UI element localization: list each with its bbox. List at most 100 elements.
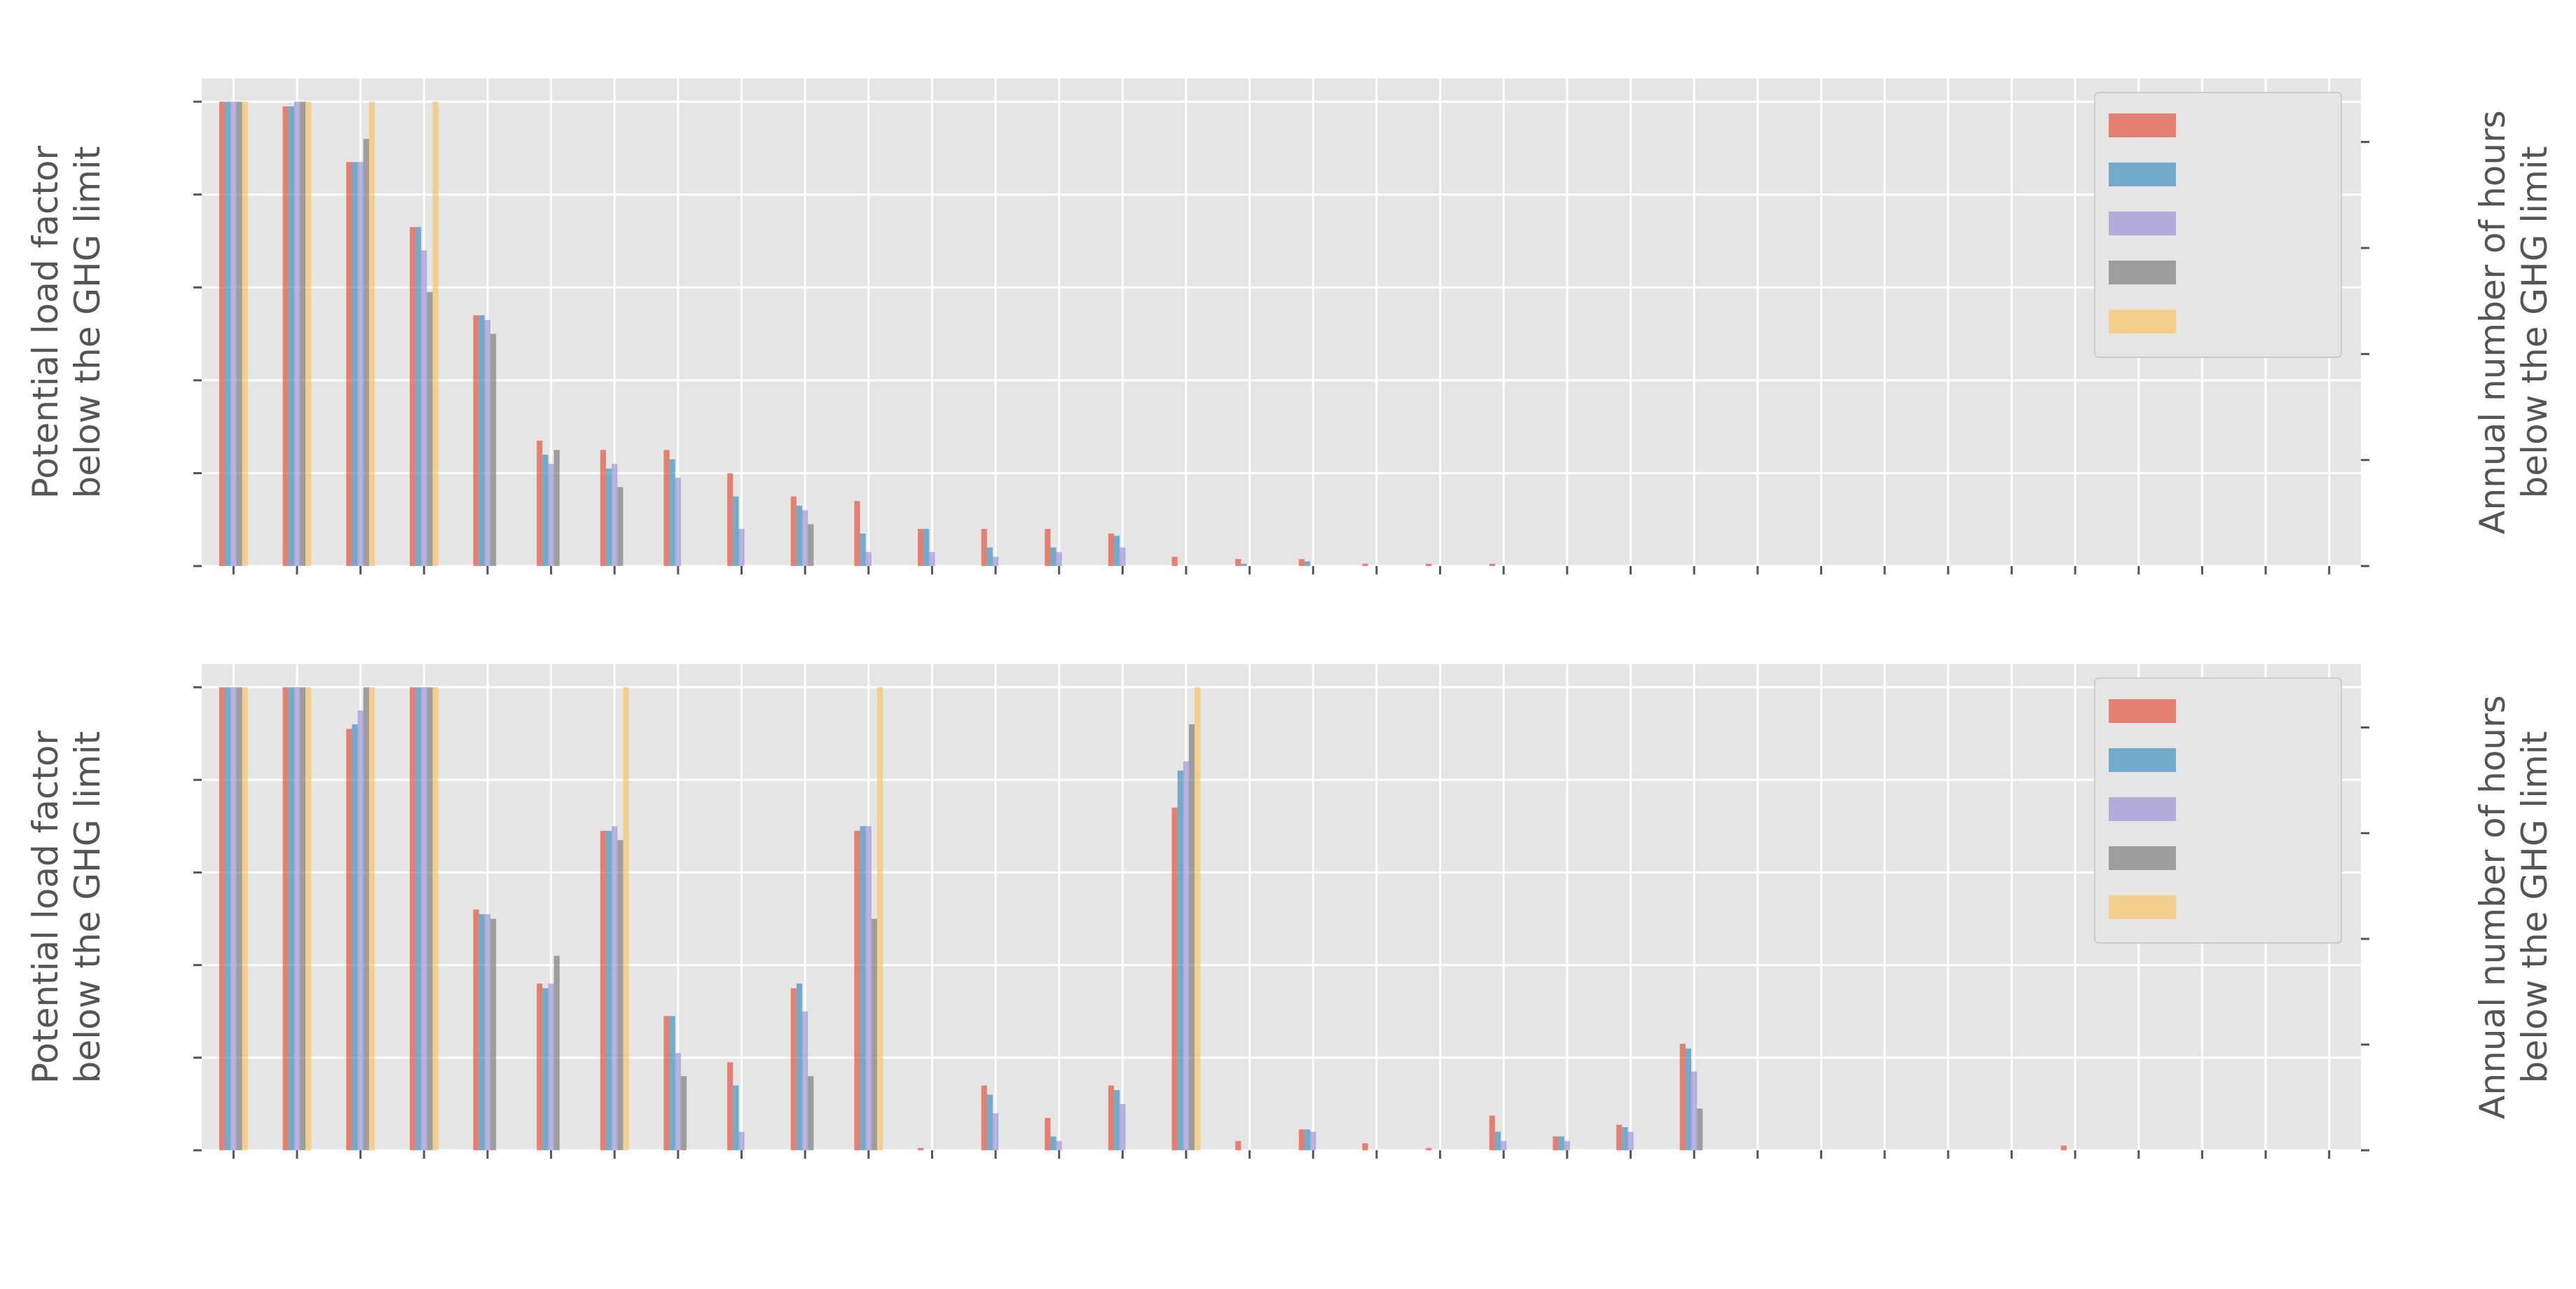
bar-monthly-AT (617, 840, 624, 1150)
bar-monthly-FI (490, 333, 497, 566)
bar-monthly-PT (680, 1076, 687, 1150)
bar-weekly-EE (929, 552, 935, 566)
bar-daily-DK (733, 1085, 739, 1150)
legend-box (2094, 92, 2342, 358)
bar-daily-IE (986, 547, 993, 566)
y-axis-label-right-line: Annual number of hours (2472, 695, 2513, 1119)
bar-hourly-PT (663, 1016, 670, 1150)
bar-weekly-SE (294, 687, 301, 1150)
bar-weekly-PT (675, 1053, 681, 1150)
bar-weekly-FI (484, 914, 490, 1150)
panel-production: Potential load factorbelow the GHG limit… (25, 664, 2555, 1159)
legend-box (2094, 677, 2342, 944)
bar-hourly-LT (854, 830, 860, 1150)
bar-hourly-IE (981, 1085, 987, 1150)
bar-daily-IE (986, 1094, 993, 1150)
bar-monthly-LV (808, 524, 814, 566)
bar-hourly-GE (537, 441, 543, 566)
y-axis-label-right-line: below the GHG limit (2514, 731, 2555, 1084)
bar-hourly-SK (1552, 1136, 1559, 1150)
legend-swatch-hourly (2109, 699, 2176, 723)
bar-daily-SK (1558, 1136, 1564, 1150)
bar-weekly-LT (865, 552, 872, 566)
bar-daily-ME (1685, 1048, 1692, 1150)
bar-hourly-IE (981, 528, 987, 566)
bar-daily-PT (669, 1016, 675, 1150)
bar-hourly-LU (1171, 556, 1178, 566)
bar-daily-ES (1050, 1136, 1056, 1150)
bar-monthly-CH (427, 291, 433, 566)
bar-weekly-GE (548, 464, 554, 566)
legend-swatch-weekly (2109, 212, 2176, 235)
y-axis-label-left: Potential load factorbelow the GHG limit (25, 145, 108, 499)
bar-daily-AT (605, 468, 612, 566)
bar-monthly-ME (1697, 1108, 1703, 1150)
bar-monthly-SE (300, 687, 306, 1150)
bar-hourly-DK (727, 473, 733, 566)
bar-weekly-LT (865, 826, 872, 1150)
bar-weekly-RS (1627, 1131, 1634, 1150)
bar-daily-ES (1050, 547, 1056, 566)
bar-monthly-CH (427, 687, 433, 1150)
bar-weekly-IE (993, 556, 999, 566)
y-axis-label-left-line: below the GHG limit (67, 731, 108, 1084)
bar-hourly-GR (1362, 1143, 1368, 1150)
bar-monthly-LU (1189, 724, 1195, 1150)
bar-daily-BE (1241, 563, 1247, 566)
bar-weekly-SI (1120, 1103, 1126, 1150)
bar-monthly-LT (871, 918, 878, 1150)
bar-daily-CH (415, 687, 422, 1150)
bar-weekly-PT (675, 478, 681, 566)
bar-hourly-SE (282, 106, 289, 566)
legend-swatch-daily (2109, 163, 2176, 186)
bar-hourly-BE (1235, 559, 1241, 566)
bar-hourly-MD (1426, 1147, 1432, 1150)
bar-monthly-NO (236, 687, 242, 1150)
bar-hourly-EE (918, 1147, 924, 1150)
bar-daily-SE (288, 106, 294, 566)
bar-daily-HR (1304, 561, 1311, 566)
bar-daily-SI (1114, 535, 1120, 566)
bar-hourly-LT (854, 501, 860, 566)
bar-daily-LV (796, 984, 803, 1150)
bar-weekly-AT (612, 826, 618, 1150)
bar-monthly-FI (490, 918, 497, 1150)
bar-daily-HR (1304, 1129, 1311, 1150)
bar-hourly-MK (2060, 1145, 2067, 1150)
y-axis-label-left-line: Potential load factor (25, 145, 66, 499)
bar-weekly-NO (230, 687, 237, 1150)
bar-weekly-HR (1310, 1131, 1316, 1150)
bar-hourly-ES (1045, 528, 1051, 566)
y-axis-label-left-line: below the GHG limit (67, 146, 108, 499)
bar-weekly-NO (230, 102, 237, 567)
bar-hourly-ME (1679, 1043, 1686, 1150)
bar-hourly-AT (600, 830, 606, 1150)
legend-swatch-yearly (2109, 310, 2176, 333)
bar-monthly-AT (617, 487, 624, 566)
bar-yearly-NO (242, 687, 248, 1150)
y-axis-label-right: Annual number of hoursbelow the GHG limi… (2472, 110, 2555, 534)
bar-yearly-SE (305, 102, 312, 567)
bar-daily-GE (542, 454, 549, 566)
bar-daily-LV (796, 505, 803, 566)
bar-yearly-FR (369, 687, 376, 1150)
bar-monthly-NO (236, 102, 242, 567)
y-axis-label-left-line: Potential load factor (25, 730, 66, 1084)
bar-hourly-GE (537, 984, 543, 1150)
legend (2094, 92, 2342, 358)
bar-hourly-FI (473, 315, 479, 566)
bar-hourly-ES (1045, 1117, 1051, 1150)
bar-hourly-PT (663, 450, 670, 566)
bar-weekly-CH (421, 687, 427, 1150)
bar-hourly-GR (1362, 563, 1368, 566)
bar-yearly-LU (1194, 687, 1201, 1150)
bar-hourly-MD (1426, 563, 1432, 566)
bar-weekly-ES (1056, 1140, 1062, 1150)
bar-daily-EE (923, 528, 930, 566)
bar-monthly-GE (553, 956, 560, 1150)
bar-hourly-CH (409, 227, 416, 566)
legend-swatch-hourly (2109, 113, 2176, 137)
bar-daily-NO (225, 102, 231, 567)
bar-hourly-FR (346, 729, 352, 1150)
